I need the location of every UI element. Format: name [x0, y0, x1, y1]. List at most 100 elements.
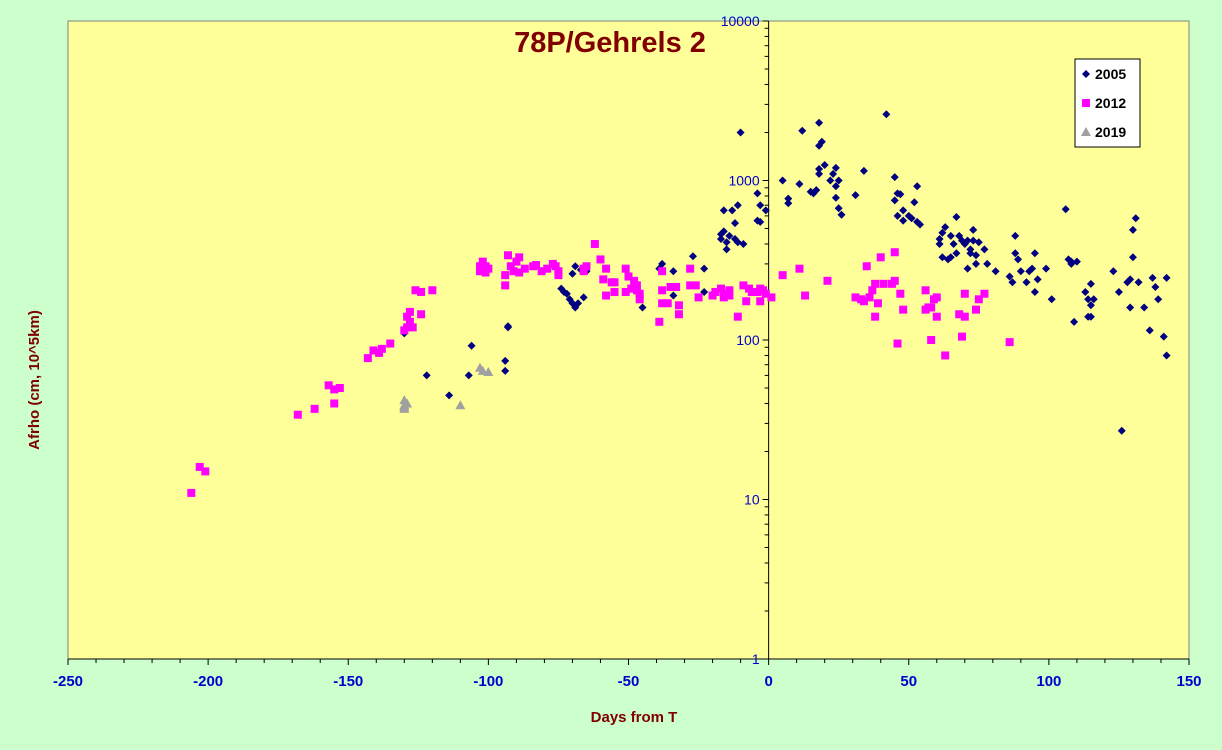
data-point-2012 — [686, 281, 695, 290]
data-point-2005 — [1086, 312, 1095, 321]
data-point-2005 — [464, 371, 473, 380]
data-point-2012 — [674, 301, 683, 310]
x-tick-label: 150 — [1176, 673, 1201, 690]
data-point-2005 — [815, 118, 824, 127]
data-point-2005 — [1084, 295, 1093, 304]
data-point-2012 — [927, 336, 936, 344]
data-point-2012 — [694, 293, 703, 302]
data-point-2005 — [1016, 267, 1025, 276]
data-point-2005 — [972, 259, 981, 268]
x-tick-label: -150 — [333, 673, 363, 690]
data-point-2005 — [890, 173, 899, 182]
data-point-2005 — [834, 176, 843, 185]
data-point-2012 — [725, 286, 734, 295]
data-point-2012 — [403, 323, 412, 332]
data-point-2005 — [716, 234, 725, 243]
data-point-2012 — [876, 253, 885, 262]
data-point-2005 — [980, 245, 989, 254]
data-point-2012 — [873, 299, 882, 308]
data-point-2012 — [417, 287, 426, 296]
data-point-2012 — [515, 268, 524, 277]
data-point-2012 — [520, 264, 529, 273]
data-point-2012 — [871, 279, 880, 288]
data-point-2005 — [893, 211, 902, 220]
data-point-2012 — [851, 293, 860, 302]
data-point-2012 — [972, 305, 981, 314]
data-point-2005 — [915, 220, 924, 229]
data-point-2019 — [399, 400, 410, 410]
data-point-2005 — [1008, 278, 1017, 287]
data-point-2012 — [543, 264, 552, 273]
data-point-2005 — [896, 190, 905, 199]
data-point-2005 — [722, 238, 731, 247]
series-2019 — [399, 362, 494, 413]
data-point-2012 — [742, 297, 751, 306]
data-point-2005 — [815, 165, 824, 174]
data-point-2005 — [1126, 303, 1135, 312]
data-point-2012 — [509, 267, 518, 276]
data-point-2005 — [784, 199, 793, 208]
data-point-2012 — [596, 255, 605, 264]
data-point-2005 — [756, 201, 765, 210]
data-point-2012 — [293, 410, 302, 419]
data-point-2005 — [851, 191, 860, 200]
data-point-2005 — [503, 322, 512, 331]
legend-item-2012: 2012 — [1082, 95, 1126, 111]
data-point-2012 — [960, 289, 969, 298]
data-point-2012 — [658, 267, 667, 276]
data-point-2012 — [899, 305, 908, 314]
data-point-2012 — [417, 310, 426, 319]
data-point-2005 — [899, 216, 908, 225]
data-point-2005 — [952, 249, 961, 258]
data-point-2005 — [739, 239, 748, 248]
data-point-2005 — [1128, 253, 1137, 262]
data-point-2012 — [921, 286, 930, 295]
data-point-2005 — [1005, 272, 1014, 281]
data-point-2005 — [834, 204, 843, 213]
data-point-2012 — [663, 299, 672, 308]
data-point-2005 — [1047, 295, 1056, 304]
x-tick-label: 50 — [900, 673, 917, 690]
data-point-2005 — [445, 391, 454, 400]
data-point-2012 — [890, 276, 899, 285]
data-point-2012 — [719, 293, 728, 302]
data-point-2005 — [730, 219, 739, 228]
data-point-2012 — [767, 293, 776, 302]
data-point-2012 — [582, 262, 591, 271]
data-point-2012 — [859, 297, 868, 306]
data-point-2005 — [733, 201, 742, 210]
data-point-2012 — [879, 279, 888, 288]
data-point-2005 — [1114, 287, 1123, 296]
data-point-2012 — [893, 339, 902, 348]
data-point-2012 — [310, 404, 319, 413]
data-point-2005 — [1022, 278, 1031, 287]
data-point-2005 — [1072, 257, 1081, 266]
data-point-2005 — [700, 264, 709, 273]
points-layer — [187, 110, 1171, 497]
legend-item-2005: 2005 — [1082, 66, 1126, 82]
data-point-2012 — [602, 264, 611, 273]
data-point-2005 — [1067, 257, 1076, 266]
x-tick-label: -250 — [53, 673, 83, 690]
data-point-2005 — [1154, 295, 1163, 304]
data-point-2005 — [574, 299, 583, 308]
data-point-2005 — [753, 189, 762, 198]
data-point-2012 — [621, 287, 630, 296]
data-point-2012 — [658, 299, 667, 308]
y-tick-label: 10 — [744, 492, 760, 508]
data-point-2005 — [935, 239, 944, 248]
data-point-2005 — [1086, 279, 1095, 288]
legend-label-2019: 2019 — [1095, 124, 1126, 140]
data-point-2005 — [882, 110, 891, 119]
data-point-2012 — [324, 381, 333, 390]
legend-marker-2012 — [1082, 99, 1090, 107]
data-point-2012 — [201, 467, 210, 476]
data-point-2005 — [761, 206, 770, 215]
data-point-2005 — [952, 213, 961, 222]
data-point-2012 — [739, 281, 748, 290]
data-point-2012 — [537, 267, 546, 276]
data-point-2012 — [411, 286, 420, 295]
data-point-2012 — [871, 312, 880, 321]
data-point-2005 — [1014, 255, 1023, 264]
data-point-2005 — [638, 303, 647, 312]
